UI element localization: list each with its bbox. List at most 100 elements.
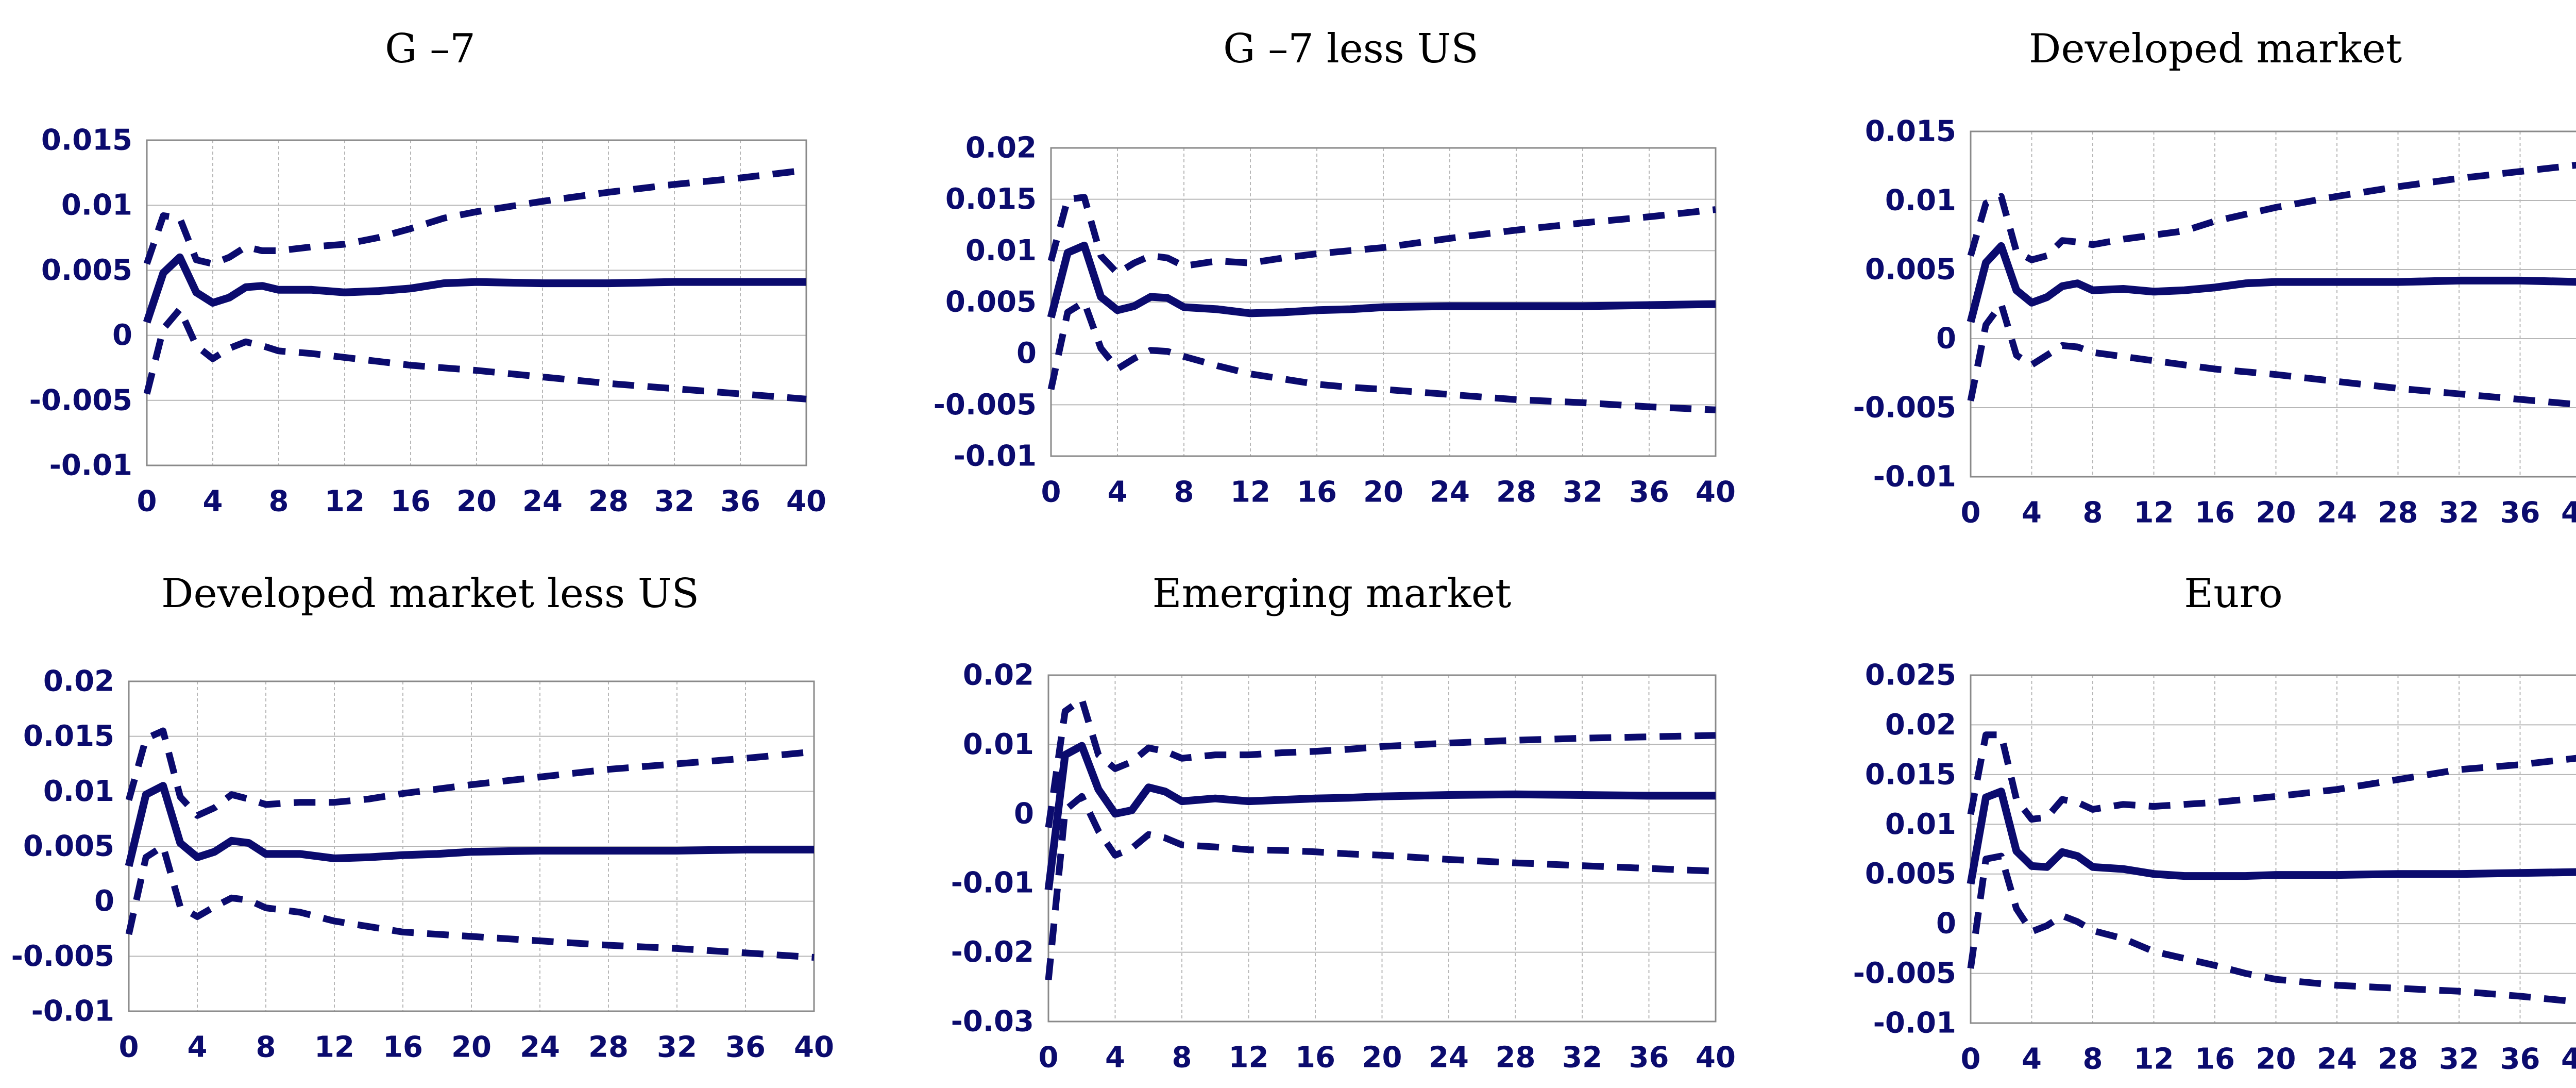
x-tick-label: 24 bbox=[1429, 1041, 1469, 1075]
chart-panel: G –7 -0.01 -0.005 0 0.005 0.01 0.015 0 4 8 12 16 20 2… bbox=[29, 26, 826, 518]
x-tick-label: 8 bbox=[1172, 1041, 1192, 1075]
x-tick-label: 24 bbox=[522, 485, 563, 518]
y-tick-label: 0 bbox=[94, 884, 114, 918]
chart-panel: Euro -0.01 -0.005 0 0.005 0.01 0.015 0.02 0.025 0… bbox=[1853, 571, 2576, 1076]
y-tick-label: 0.015 bbox=[1865, 758, 1956, 791]
x-tick-label: 4 bbox=[203, 485, 223, 518]
y-tick-label: 0.01 bbox=[965, 234, 1037, 267]
x-tick-label: 8 bbox=[2083, 1043, 2103, 1076]
x-tick-label: 20 bbox=[1362, 1041, 1402, 1075]
lower-band-line bbox=[1967, 852, 2576, 1006]
y-tick-label: -0.005 bbox=[934, 388, 1037, 422]
y-tick-label: -0.01 bbox=[31, 995, 114, 1028]
chart-panel: G –7 less US -0.01 -0.005 0 0.005 0.01 0.015 0.… bbox=[934, 26, 1736, 509]
y-tick-label: 0.005 bbox=[1865, 857, 1956, 891]
x-tick-label: 0 bbox=[137, 485, 157, 518]
x-tick-label: 16 bbox=[391, 485, 431, 518]
upper-band-line bbox=[125, 727, 815, 819]
lower-band-line bbox=[1967, 300, 2576, 408]
x-tick-label: 20 bbox=[2256, 496, 2296, 530]
x-tick-label: 4 bbox=[1105, 1041, 1125, 1075]
y-tick-label: -0.005 bbox=[1853, 391, 1956, 425]
x-tick-label: 12 bbox=[325, 485, 365, 518]
lower-band-line bbox=[143, 306, 807, 403]
y-tick-label: 0.01 bbox=[1885, 808, 1956, 841]
x-tick-label: 28 bbox=[2378, 496, 2418, 530]
y-tick-label: 0.02 bbox=[963, 659, 1034, 692]
y-tick-label: -0.01 bbox=[954, 440, 1037, 473]
y-tick-label: 0.005 bbox=[41, 254, 132, 287]
x-tick-label: 28 bbox=[588, 1031, 629, 1064]
x-tick-label: 0 bbox=[1041, 476, 1061, 509]
chart-title: G –7 bbox=[385, 26, 476, 72]
x-tick-label: 36 bbox=[725, 1031, 766, 1064]
y-tick-label: 0.005 bbox=[945, 286, 1037, 319]
x-tick-label: 0 bbox=[1039, 1041, 1059, 1075]
x-tick-label: 16 bbox=[1295, 1041, 1335, 1075]
x-tick-label: 40 bbox=[786, 485, 826, 518]
y-tick-label: 0 bbox=[1016, 337, 1037, 370]
y-tick-label: 0 bbox=[112, 319, 132, 352]
x-tick-label: 8 bbox=[256, 1031, 276, 1064]
x-tick-label: 0 bbox=[1961, 496, 1981, 530]
chart-panel: Developed market less US -0.01 -0.005 0 0.00… bbox=[11, 571, 834, 1064]
plot-frame bbox=[146, 139, 807, 466]
chart-title: Euro bbox=[2184, 571, 2282, 617]
x-tick-label: 16 bbox=[383, 1031, 423, 1064]
chart-title: Developed market bbox=[2029, 26, 2402, 72]
x-tick-label: 36 bbox=[2500, 496, 2540, 530]
x-tick-label: 32 bbox=[2439, 1043, 2479, 1076]
response-line bbox=[125, 782, 814, 867]
x-tick-label: 40 bbox=[1696, 476, 1736, 509]
y-tick-label: -0.02 bbox=[951, 935, 1034, 969]
plot-frame bbox=[1970, 130, 2576, 478]
x-tick-label: 20 bbox=[2256, 1043, 2296, 1076]
x-tick-label: 28 bbox=[1496, 476, 1536, 509]
response-line bbox=[1044, 742, 1716, 891]
x-tick-label: 4 bbox=[2022, 1043, 2042, 1076]
y-tick-label: 0.025 bbox=[1865, 659, 1956, 692]
x-tick-label: 0 bbox=[119, 1031, 139, 1064]
x-tick-label: 12 bbox=[1230, 476, 1270, 509]
x-tick-label: 28 bbox=[2378, 1043, 2418, 1076]
y-tick-label: 0.015 bbox=[1865, 115, 1956, 148]
response-line bbox=[143, 253, 806, 324]
x-tick-label: 32 bbox=[657, 1031, 697, 1064]
x-tick-label: 8 bbox=[1174, 476, 1194, 509]
chart-panel: Developed market -0.01 -0.005 0 0.005 0.01 0.0… bbox=[1853, 26, 2576, 530]
x-tick-label: 0 bbox=[1961, 1043, 1981, 1076]
y-tick-label: -0.005 bbox=[1853, 957, 1956, 990]
y-tick-label: -0.01 bbox=[49, 449, 132, 482]
y-tick-label: 0.005 bbox=[1865, 253, 1956, 287]
plot-frame bbox=[1970, 674, 2576, 1024]
y-tick-label: 0.01 bbox=[61, 189, 132, 222]
plot-frame bbox=[1047, 674, 1717, 1023]
x-tick-label: 20 bbox=[451, 1031, 492, 1064]
x-tick-label: 20 bbox=[456, 485, 497, 518]
y-tick-label: 0 bbox=[1936, 907, 1956, 941]
response-line bbox=[1047, 241, 1716, 319]
x-tick-label: 36 bbox=[2500, 1043, 2540, 1076]
response-line bbox=[1967, 788, 2576, 885]
x-tick-label: 40 bbox=[1696, 1041, 1736, 1075]
y-tick-label: 0.02 bbox=[1885, 708, 1956, 742]
chart-title: Emerging market bbox=[1153, 571, 1512, 617]
y-tick-label: -0.005 bbox=[11, 940, 114, 973]
x-tick-label: 12 bbox=[2134, 1043, 2174, 1076]
response-line bbox=[1967, 242, 2576, 323]
y-tick-label: -0.03 bbox=[951, 1005, 1034, 1039]
x-tick-label: 40 bbox=[2561, 1043, 2576, 1076]
upper-band-line bbox=[1967, 161, 2576, 263]
x-tick-label: 8 bbox=[269, 485, 289, 518]
lower-band-line bbox=[1047, 298, 1716, 413]
upper-band-line bbox=[1047, 194, 1716, 277]
y-tick-label: 0.02 bbox=[965, 131, 1037, 165]
y-tick-label: 0.005 bbox=[23, 830, 114, 863]
x-tick-label: 28 bbox=[1496, 1041, 1536, 1075]
x-tick-label: 24 bbox=[2317, 1043, 2357, 1076]
x-tick-label: 12 bbox=[1229, 1041, 1269, 1075]
chart-title: Developed market less US bbox=[161, 571, 699, 617]
x-tick-label: 32 bbox=[1563, 476, 1603, 509]
x-tick-label: 8 bbox=[2083, 496, 2103, 530]
